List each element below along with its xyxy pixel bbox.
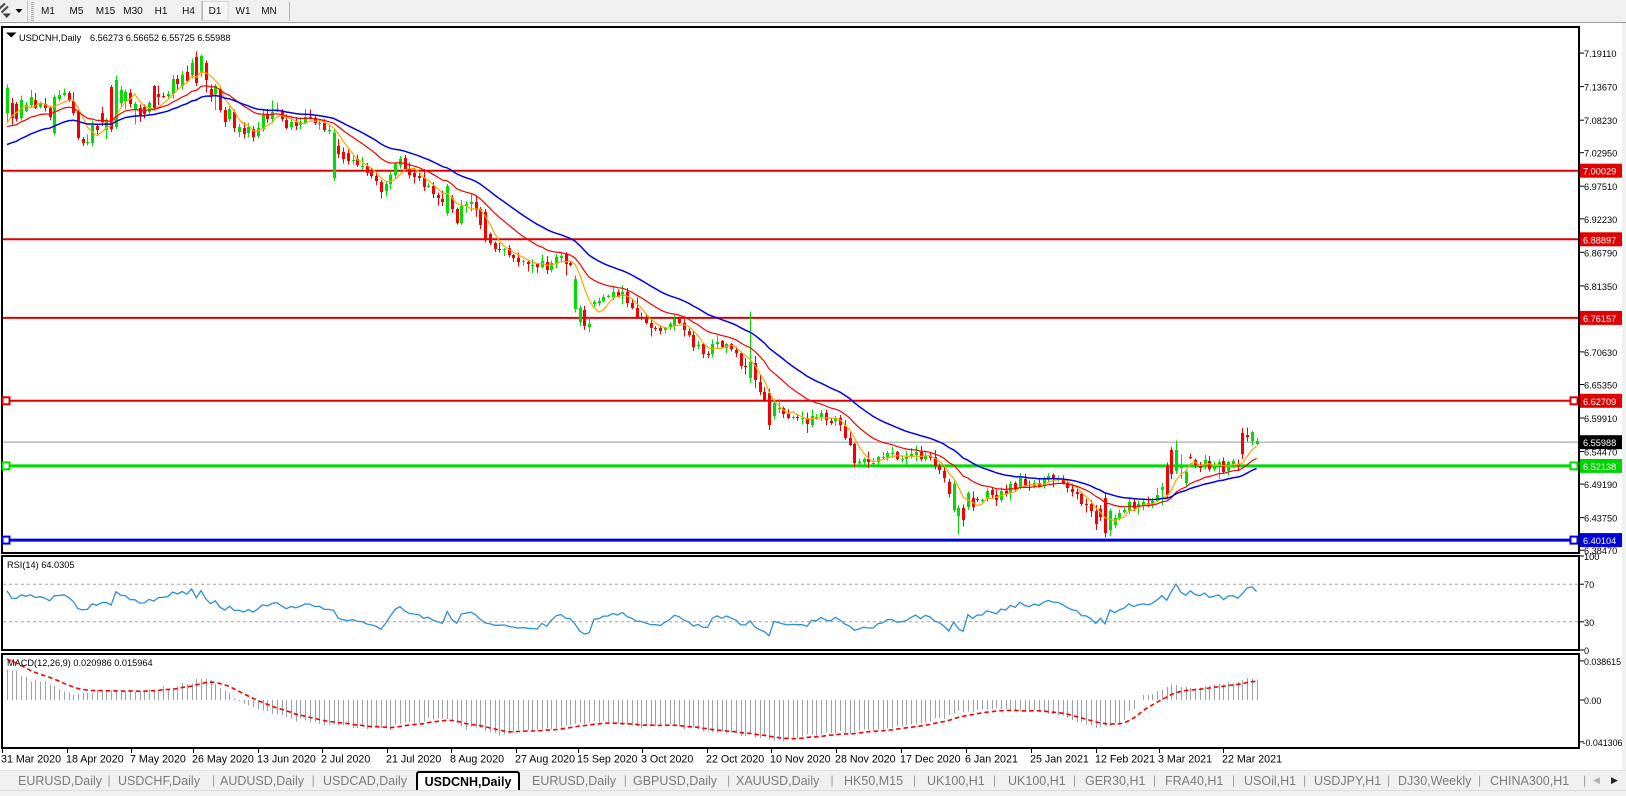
svg-text:6.88897: 6.88897 bbox=[1583, 235, 1616, 245]
svg-text:27 Aug 2020: 27 Aug 2020 bbox=[515, 754, 575, 766]
svg-text:6.76157: 6.76157 bbox=[1583, 314, 1616, 324]
svg-text:6.40104: 6.40104 bbox=[1583, 536, 1616, 546]
svg-text:7 May 2020: 7 May 2020 bbox=[130, 754, 186, 766]
svg-text:6.54470: 6.54470 bbox=[1584, 448, 1617, 458]
svg-text:7.00029: 7.00029 bbox=[1583, 167, 1616, 177]
svg-text:70: 70 bbox=[1584, 580, 1594, 590]
svg-text:6.62709: 6.62709 bbox=[1583, 397, 1616, 407]
svg-text:22 Mar 2021: 22 Mar 2021 bbox=[1222, 754, 1282, 766]
svg-text:10 Nov 2020: 10 Nov 2020 bbox=[770, 754, 831, 766]
svg-text:0.00: 0.00 bbox=[1584, 696, 1601, 706]
svg-text:6.86790: 6.86790 bbox=[1584, 248, 1617, 258]
svg-text:25 Jan 2021: 25 Jan 2021 bbox=[1030, 754, 1089, 766]
svg-text:7.02950: 7.02950 bbox=[1584, 149, 1617, 159]
svg-text:18 Apr 2020: 18 Apr 2020 bbox=[66, 754, 124, 766]
svg-text:13 Jun 2020: 13 Jun 2020 bbox=[257, 754, 316, 766]
svg-text:7.19110: 7.19110 bbox=[1584, 49, 1617, 59]
svg-text:26 May 2020: 26 May 2020 bbox=[192, 754, 254, 766]
svg-text:-0.041306: -0.041306 bbox=[1583, 738, 1623, 748]
svg-text:6.56273 6.56652 6.55725 6.5598: 6.56273 6.56652 6.55725 6.55988 bbox=[90, 33, 231, 43]
svg-text:30: 30 bbox=[1584, 618, 1594, 628]
svg-text:6.55988: 6.55988 bbox=[1583, 438, 1616, 448]
svg-text:2 Jul 2020: 2 Jul 2020 bbox=[321, 754, 370, 766]
svg-text:6.97510: 6.97510 bbox=[1584, 182, 1617, 192]
svg-text:100: 100 bbox=[1584, 552, 1599, 562]
svg-text:15 Sep 2020: 15 Sep 2020 bbox=[577, 754, 638, 766]
svg-text:7.08230: 7.08230 bbox=[1584, 116, 1617, 126]
svg-text:MACD(12,26,9) 0.020986 0.01596: MACD(12,26,9) 0.020986 0.015964 bbox=[7, 658, 153, 668]
svg-text:12 Feb 2021: 12 Feb 2021 bbox=[1095, 754, 1155, 766]
svg-text:6.65350: 6.65350 bbox=[1584, 381, 1617, 391]
svg-text:31 Mar 2020: 31 Mar 2020 bbox=[1, 754, 61, 766]
svg-text:6.52138: 6.52138 bbox=[1583, 462, 1616, 472]
svg-text:6.81350: 6.81350 bbox=[1584, 282, 1617, 292]
svg-text:6.38470: 6.38470 bbox=[1584, 546, 1617, 556]
svg-text:21 Jul 2020: 21 Jul 2020 bbox=[386, 754, 441, 766]
svg-text:6.70630: 6.70630 bbox=[1584, 348, 1617, 358]
svg-text:0: 0 bbox=[1584, 646, 1589, 656]
svg-text:22 Oct 2020: 22 Oct 2020 bbox=[706, 754, 764, 766]
svg-text:RSI(14) 64.0305: RSI(14) 64.0305 bbox=[7, 560, 74, 570]
svg-text:6.49190: 6.49190 bbox=[1584, 480, 1617, 490]
svg-text:6.59910: 6.59910 bbox=[1584, 414, 1617, 424]
svg-text:8 Aug 2020: 8 Aug 2020 bbox=[450, 754, 504, 766]
svg-text:28 Nov 2020: 28 Nov 2020 bbox=[835, 754, 896, 766]
svg-text:6.92230: 6.92230 bbox=[1584, 215, 1617, 225]
svg-text:USDCNH,Daily: USDCNH,Daily bbox=[19, 33, 82, 43]
svg-text:17 Dec 2020: 17 Dec 2020 bbox=[900, 754, 961, 766]
svg-text:6 Jan 2021: 6 Jan 2021 bbox=[965, 754, 1018, 766]
svg-text:0.038615: 0.038615 bbox=[1584, 657, 1621, 667]
svg-text:6.43750: 6.43750 bbox=[1584, 514, 1617, 524]
svg-text:7.13670: 7.13670 bbox=[1584, 83, 1617, 93]
svg-text:3 Mar 2021: 3 Mar 2021 bbox=[1158, 754, 1212, 766]
svg-text:3 Oct 2020: 3 Oct 2020 bbox=[641, 754, 693, 766]
